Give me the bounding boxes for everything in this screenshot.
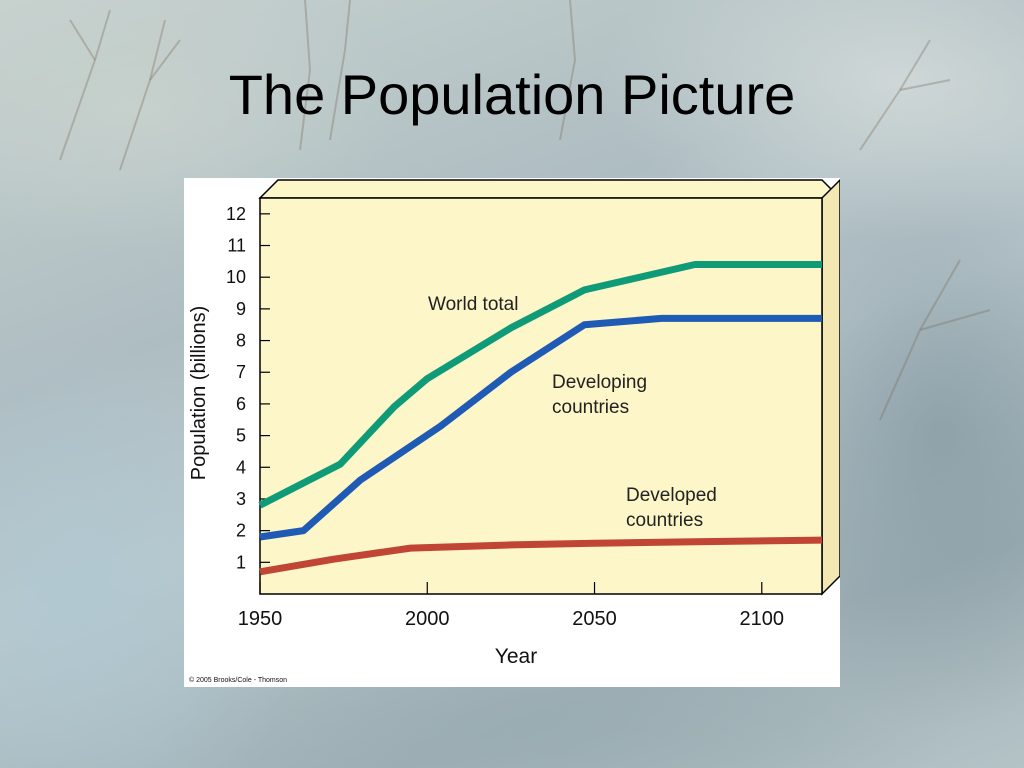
slide-title: The Population Picture <box>228 63 796 126</box>
copyright-notice: © 2005 Brooks/Cole - Thomson <box>189 677 288 684</box>
x-axis-title: Year <box>495 645 537 668</box>
series-world-total <box>258 261 822 509</box>
plot-area <box>259 197 823 595</box>
y-tick-label: 2 <box>236 521 246 541</box>
plot-top-face <box>258 179 840 199</box>
y-tick-label: 12 <box>226 204 246 224</box>
series-developing-countries <box>259 314 822 541</box>
y-tick-label: 6 <box>236 394 246 414</box>
y-tick-label: 1 <box>236 552 246 572</box>
y-tick-label: 8 <box>236 331 246 351</box>
label-world-total: World total <box>428 294 518 315</box>
chart-panel: 1 2 3 4 5 6 7 8 9 10 11 12 1950 2000 2050 2100 World to… <box>184 178 840 687</box>
label-developing: Developing countries <box>552 372 652 418</box>
x-tick-label: 2000 <box>405 608 450 630</box>
y-tick-label: 9 <box>236 299 246 319</box>
y-axis-title: Population (billions) <box>188 306 210 481</box>
label-developed: Developed countries <box>626 485 722 531</box>
y-tick-label: 3 <box>236 489 246 509</box>
y-tick-label: 10 <box>226 267 246 287</box>
y-tick-label: 5 <box>236 426 246 446</box>
x-tick-label: 2050 <box>572 608 617 630</box>
x-tick-label: 2100 <box>740 608 785 630</box>
plot-side-face <box>821 178 840 596</box>
y-tick-label: 11 <box>227 236 246 256</box>
y-tick-label: 7 <box>236 362 246 382</box>
series-developed-countries <box>259 536 823 576</box>
y-tick-label: 4 <box>236 457 246 477</box>
series-lines <box>258 261 823 576</box>
x-tick-label: 1950 <box>238 608 283 630</box>
